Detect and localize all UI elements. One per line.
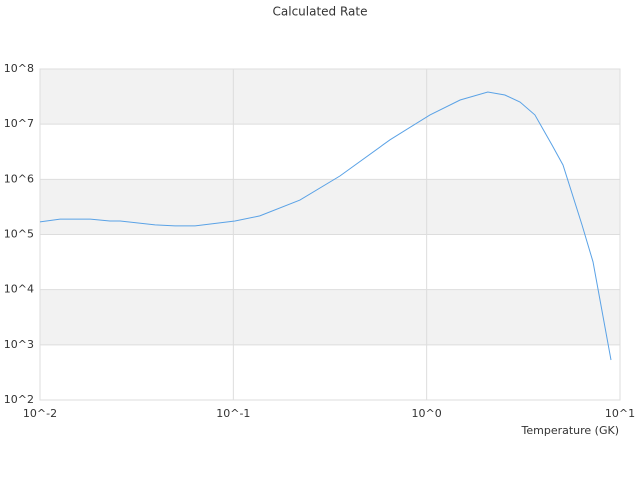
y-tick-label: 10^4: [4, 283, 34, 296]
y-tick-label: 10^7: [4, 117, 34, 130]
x-tick-label: 10^0: [412, 407, 442, 420]
y-tick-label: 10^2: [4, 393, 34, 406]
grid-band: [40, 179, 620, 235]
y-tick-label: 10^6: [4, 172, 34, 185]
chart-title: Calculated Rate: [273, 5, 368, 19]
x-tick-label: 10^-1: [216, 407, 250, 420]
x-tick-label: 10^-2: [23, 407, 57, 420]
plot-frame: [39, 68, 621, 401]
grid-band: [40, 289, 620, 345]
y-tick-label: 10^8: [4, 62, 34, 75]
x-tick-label: 10^1: [605, 407, 635, 420]
x-axis-label: Temperature (GK): [521, 424, 620, 437]
grid-band: [40, 69, 620, 125]
grid-bands: [40, 69, 620, 345]
y-tick-label: 10^3: [4, 338, 34, 351]
series-line: [39, 91, 612, 361]
y-tick-label: 10^5: [4, 228, 34, 241]
